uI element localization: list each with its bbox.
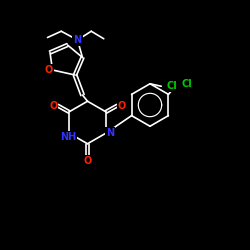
Text: NH: NH xyxy=(60,132,76,142)
Text: N: N xyxy=(74,35,82,45)
Text: O: O xyxy=(49,100,58,110)
Text: Cl: Cl xyxy=(167,81,177,91)
Text: O: O xyxy=(45,65,53,75)
Text: N: N xyxy=(106,128,114,138)
Text: O: O xyxy=(118,100,126,110)
Text: O: O xyxy=(84,156,92,166)
Text: Cl: Cl xyxy=(182,80,192,90)
